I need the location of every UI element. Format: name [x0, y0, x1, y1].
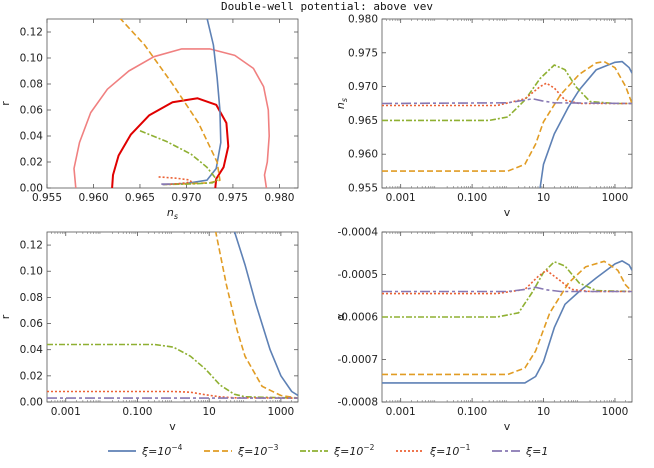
y-tick-label: 0.08 — [20, 292, 43, 304]
legend-label: ξ=10−3 — [237, 443, 279, 458]
x-tick-label: 10 — [537, 192, 550, 204]
y-tick-label: 0.980 — [348, 14, 378, 26]
legend: ξ=10−4 ξ=10−3 ξ=10−2 ξ=10−1 ξ=1 — [108, 443, 548, 458]
plot-frame — [46, 18, 299, 189]
x-tick-label: 0.001 — [51, 406, 81, 418]
plot-area — [47, 232, 298, 399]
series-line-1 — [233, 232, 298, 397]
series-line-4 — [158, 176, 192, 186]
x-tick-label: 0.960 — [78, 192, 108, 204]
x-tick-label: 10 — [537, 406, 550, 418]
y-tick-label: 0.06 — [20, 105, 44, 117]
x-tick-label: 0.970 — [171, 192, 201, 204]
y-tick-label: 0.12 — [20, 27, 43, 39]
y-tick-label: 0.965 — [348, 115, 378, 127]
plot-area — [382, 260, 632, 384]
y-axis-label: α — [334, 313, 347, 320]
series-line-1 — [382, 260, 632, 384]
x-axis-label: v — [169, 420, 176, 433]
x-tick-label: 1000 — [268, 406, 295, 418]
y-tick-label: 0.12 — [20, 240, 43, 252]
y-tick-label: -0.0008 — [337, 397, 378, 409]
plot-frame — [46, 231, 299, 403]
y-tick-label: 0.00 — [20, 183, 43, 195]
x-tick-label: 0.955 — [32, 192, 62, 204]
y-tick-label: 0.04 — [20, 344, 44, 356]
series-line-3 — [47, 343, 298, 399]
series-line-1 — [539, 60, 632, 188]
y-axis-label: r — [0, 314, 12, 319]
x-tick-label: 0.100 — [457, 192, 487, 204]
y-tick-label: -0.0006 — [337, 312, 378, 324]
y-tick-label: -0.0004 — [337, 227, 378, 239]
series-line-3 — [382, 64, 632, 122]
plot-area — [73, 19, 270, 188]
legend-label: ξ=1 — [525, 445, 548, 458]
y-tick-label: 0.08 — [20, 79, 43, 91]
y-axis-label: r — [0, 101, 12, 106]
legend-label: ξ=10−1 — [429, 443, 471, 458]
y-tick-label: 0.975 — [348, 47, 378, 59]
legend-label: ξ=10−2 — [333, 443, 375, 458]
x-tick-label: 10 — [202, 406, 215, 418]
panel-bottom-right: 0.001 0.100 10 1000 -0.0008 -0.0007 -0.0006 -0.… — [334, 227, 633, 433]
y-tick-label: 0.06 — [20, 318, 44, 330]
plot-area — [382, 60, 632, 188]
x-tick-label: 0.965 — [125, 192, 155, 204]
x-tick-label: 0.100 — [457, 406, 487, 418]
x-tick-label: 0.001 — [386, 192, 416, 204]
legend-label: ξ=10−4 — [141, 443, 183, 458]
panel-top-right: 0.001 0.100 10 1000 0.955 0.960 0.965 0.970 0.97… — [334, 14, 633, 219]
x-tick-label: 0.980 — [264, 192, 294, 204]
contour-outer — [73, 48, 270, 188]
x-axis-label: v — [504, 206, 511, 219]
series-line-4 — [382, 269, 632, 295]
series-line-3 — [382, 261, 632, 318]
panel-bottom-left: 0.001 0.100 10 1000 0.00 0.02 0.04 0.06 0.08 0.10… — [0, 231, 299, 433]
x-tick-label: 0.975 — [218, 192, 248, 204]
series-line-2 — [382, 60, 632, 172]
y-tick-label: 0.00 — [20, 397, 43, 409]
x-tick-label: 0.100 — [122, 406, 152, 418]
y-tick-label: -0.0005 — [337, 269, 378, 281]
y-tick-label: -0.0007 — [337, 354, 378, 366]
series-line-5 — [382, 286, 632, 293]
panel-top-left: 0.955 0.960 0.965 0.970 0.975 0.980 0.00 0.02 0.… — [0, 18, 299, 221]
y-tick-label: 0.02 — [20, 157, 43, 169]
x-tick-label: 1000 — [602, 406, 629, 418]
y-tick-label: 0.04 — [20, 131, 44, 143]
contour-inner — [111, 97, 230, 188]
x-tick-label: 0.001 — [386, 406, 416, 418]
figure-title: Double-well potential: above vev — [221, 0, 433, 13]
series-line-5 — [382, 98, 632, 105]
series-line-2 — [382, 260, 632, 376]
y-axis-label: ns — [334, 98, 349, 109]
y-tick-label: 0.10 — [20, 266, 43, 278]
y-tick-label: 0.955 — [348, 183, 378, 195]
series-line-3 — [139, 130, 218, 186]
y-tick-label: 0.960 — [348, 149, 378, 161]
y-tick-label: 0.02 — [20, 370, 43, 382]
series-line-1 — [163, 19, 222, 186]
x-axis-label: v — [504, 420, 511, 433]
y-tick-label: 0.10 — [20, 53, 43, 65]
series-line-2 — [214, 232, 298, 399]
y-tick-label: 0.970 — [348, 81, 378, 93]
x-tick-label: 1000 — [602, 192, 629, 204]
x-axis-label: ns — [167, 206, 178, 221]
